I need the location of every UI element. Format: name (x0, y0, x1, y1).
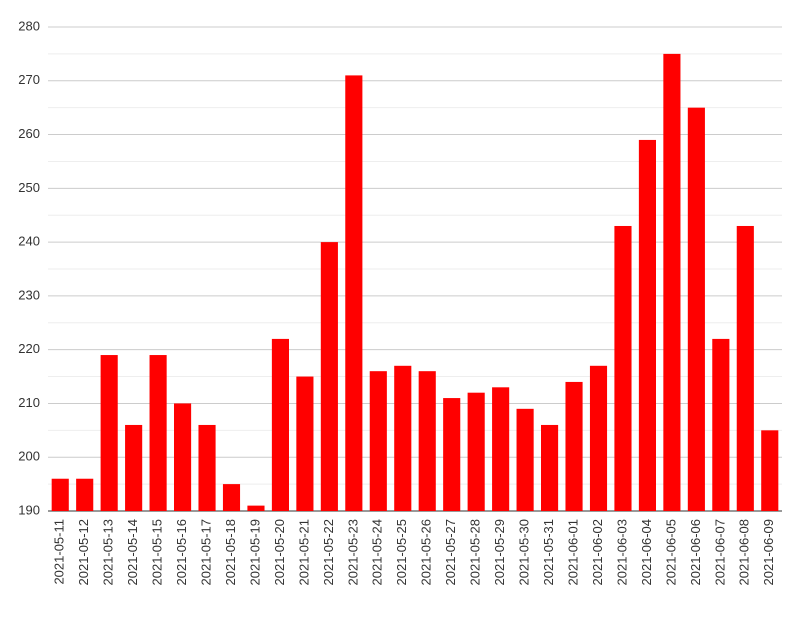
bar (296, 376, 314, 511)
bar (51, 478, 69, 511)
bar (222, 484, 241, 511)
y-tick-label: 280 (18, 18, 40, 33)
y-tick-label: 260 (18, 126, 40, 141)
y-tick-label: 230 (18, 287, 40, 302)
bar (492, 387, 510, 511)
bar (467, 392, 485, 511)
bar (516, 408, 534, 511)
bar (125, 424, 143, 511)
bar (712, 338, 730, 511)
y-tick-label: 210 (18, 395, 40, 410)
x-tick-label: 2021-06-03 (614, 519, 629, 586)
x-tick-label: 2021-06-09 (761, 519, 776, 586)
bar (687, 107, 705, 512)
y-tick-label: 190 (18, 502, 40, 517)
bar (320, 242, 338, 511)
bar (614, 225, 632, 511)
y-tick-label: 250 (18, 180, 40, 195)
bar (418, 371, 436, 511)
x-tick-label: 2021-06-01 (565, 519, 580, 586)
x-tick-label: 2021-05-18 (223, 519, 238, 586)
x-tick-label: 2021-05-31 (541, 519, 556, 586)
x-tick-label: 2021-05-22 (321, 519, 336, 586)
bar (247, 505, 265, 511)
bar (198, 424, 216, 511)
bar (76, 478, 94, 511)
y-tick-label: 220 (18, 341, 40, 356)
x-tick-label: 2021-06-02 (590, 519, 605, 586)
bar (663, 53, 681, 512)
x-tick-label: 2021-05-13 (101, 519, 116, 586)
x-tick-label: 2021-05-15 (150, 519, 165, 586)
x-tick-label: 2021-05-16 (174, 519, 189, 586)
x-tick-label: 2021-05-20 (272, 519, 287, 586)
bar (394, 365, 412, 511)
x-tick-label: 2021-05-28 (468, 519, 483, 586)
x-tick-label: 2021-05-23 (345, 519, 360, 586)
bar (149, 355, 167, 511)
x-tick-label: 2021-05-19 (247, 519, 262, 586)
bar (100, 355, 118, 511)
x-tick-label: 2021-05-11 (52, 519, 67, 585)
x-tick-label: 2021-05-24 (370, 519, 385, 586)
x-tick-label: 2021-06-08 (737, 519, 752, 586)
x-tick-label: 2021-05-17 (198, 519, 213, 586)
bar (565, 381, 583, 511)
x-tick-label: 2021-05-12 (76, 519, 91, 586)
x-tick-label: 2021-06-07 (712, 519, 727, 586)
bar (736, 225, 754, 511)
bar (541, 424, 559, 511)
y-tick-label: 200 (18, 449, 40, 464)
bar (345, 75, 363, 512)
x-tick-label: 2021-06-05 (663, 519, 678, 586)
bar (761, 430, 779, 511)
x-tick-label: 2021-06-04 (639, 519, 654, 586)
x-tick-label: 2021-05-29 (492, 519, 507, 586)
x-tick-label: 2021-05-25 (394, 519, 409, 586)
x-tick-label: 2021-05-30 (517, 519, 532, 586)
bar (271, 338, 289, 511)
bar (638, 139, 656, 511)
x-tick-label: 2021-05-14 (125, 519, 140, 586)
bar (589, 365, 608, 511)
x-tick-label: 2021-05-26 (419, 519, 434, 586)
bar (369, 371, 387, 511)
bar (174, 403, 192, 511)
y-tick-label: 270 (18, 72, 40, 87)
x-tick-label: 2021-05-21 (296, 519, 311, 586)
bar (443, 398, 461, 511)
x-tick-label: 2021-06-06 (688, 519, 703, 586)
x-tick-label: 2021-05-27 (443, 519, 458, 586)
y-tick-label: 240 (18, 234, 40, 249)
